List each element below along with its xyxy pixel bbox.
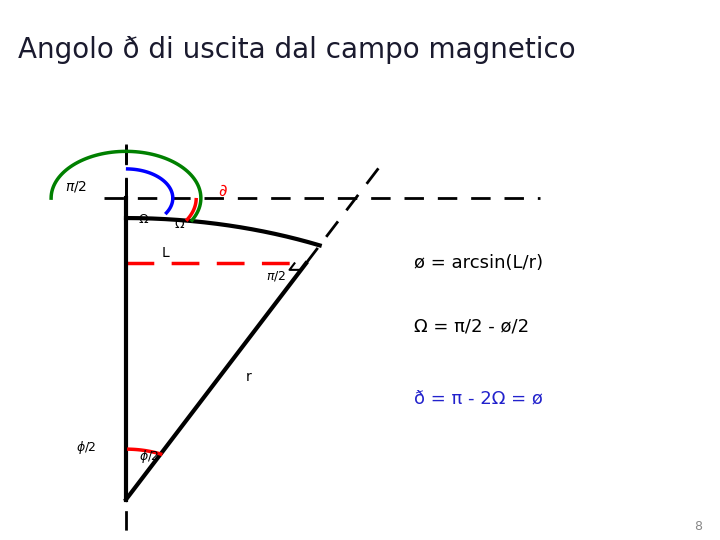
Text: 8: 8 [694, 520, 702, 534]
Text: $\phi/2$: $\phi/2$ [139, 448, 159, 465]
Text: Ω = π/2 - ø/2: Ω = π/2 - ø/2 [414, 318, 529, 335]
Text: $\phi/2$: $\phi/2$ [76, 439, 96, 456]
Text: r: r [246, 370, 251, 384]
Text: $\Omega$: $\Omega$ [174, 218, 186, 231]
Text: ð = π - 2Ω = ø: ð = π - 2Ω = ø [414, 389, 543, 407]
Text: L: L [162, 246, 169, 260]
Text: $\pi/2$: $\pi/2$ [266, 269, 286, 283]
Text: $\partial$: $\partial$ [218, 183, 228, 200]
Text: $\Omega$: $\Omega$ [138, 213, 150, 226]
Text: ø = arcsin(L/r): ø = arcsin(L/r) [414, 254, 543, 272]
Text: $\pi/2$: $\pi/2$ [65, 179, 86, 194]
Text: Angolo ð di uscita dal campo magnetico: Angolo ð di uscita dal campo magnetico [18, 36, 575, 64]
